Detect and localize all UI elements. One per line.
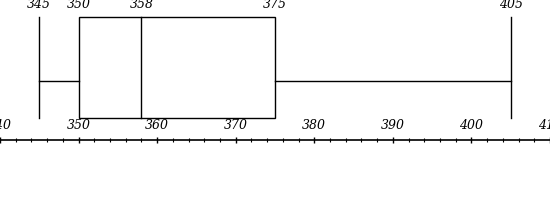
Text: 375: 375 xyxy=(263,0,287,11)
Text: 358: 358 xyxy=(129,0,153,11)
Text: 345: 345 xyxy=(28,0,51,11)
Text: 405: 405 xyxy=(499,0,522,11)
Text: 350: 350 xyxy=(67,0,91,11)
Bar xyxy=(79,17,275,118)
